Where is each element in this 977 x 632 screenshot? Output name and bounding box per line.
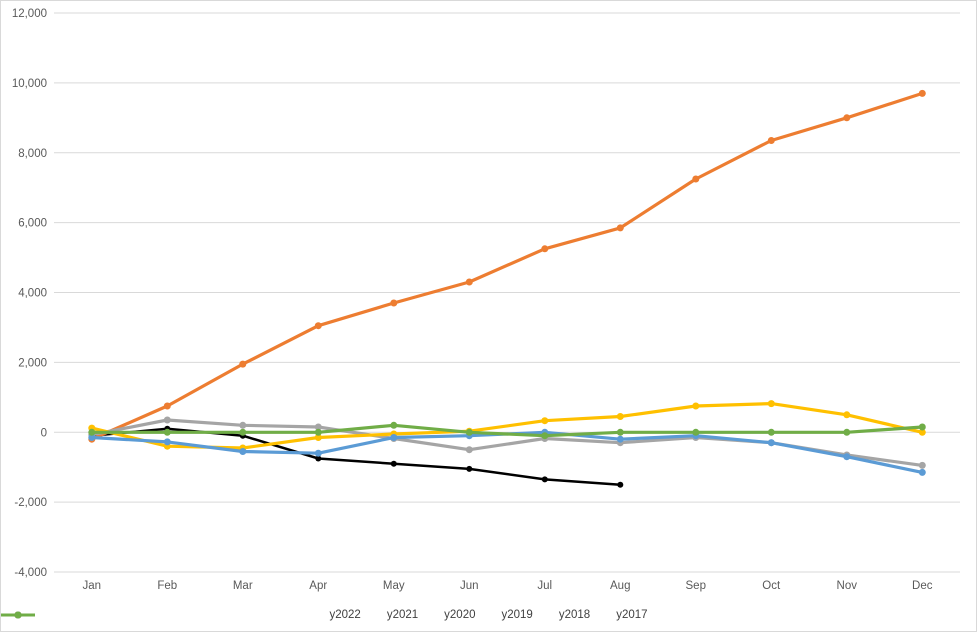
legend-label: y2018 xyxy=(558,608,591,621)
data-point-y2018 xyxy=(163,438,171,446)
data-point-y2022 xyxy=(390,460,397,467)
legend-item-y2019: y2019 xyxy=(1,608,533,622)
data-point-y2021 xyxy=(843,114,851,122)
data-point-y2019 xyxy=(314,434,322,441)
x-axis-tick-label: Feb xyxy=(157,580,177,592)
data-point-y2018 xyxy=(918,468,926,476)
data-point-y2021 xyxy=(692,175,700,183)
data-point-y2017 xyxy=(390,421,398,429)
data-point-y2017 xyxy=(163,428,171,436)
y-axis-tick-label: 12,000 xyxy=(12,8,47,20)
data-point-y2019 xyxy=(918,428,926,436)
data-point-y2018 xyxy=(767,439,775,447)
y-axis-tick-label: 2,000 xyxy=(18,357,47,369)
data-point-y2020 xyxy=(465,446,473,454)
data-point-y2019 xyxy=(616,413,624,420)
data-point-y2018 xyxy=(616,435,624,443)
x-axis-tick-label: Apr xyxy=(309,580,327,592)
legend-label: y2021 xyxy=(386,608,419,621)
x-axis-tick-label: Jan xyxy=(82,580,101,592)
legend-item-y2018: y2018 xyxy=(1,608,591,622)
data-point-y2019 xyxy=(692,402,700,410)
data-point-y2021 xyxy=(390,299,398,307)
legend-marker-y2017 xyxy=(1,611,35,618)
x-axis-tick-label: Aug xyxy=(610,580,630,592)
legend-label: y2019 xyxy=(501,608,533,621)
data-point-y2020 xyxy=(918,461,926,469)
x-axis-tick-label: Oct xyxy=(762,580,781,592)
data-point-y2021 xyxy=(465,278,473,286)
data-point-y2017 xyxy=(918,423,926,431)
x-axis-tick-label: Dec xyxy=(912,580,933,592)
x-axis-tick-label: Mar xyxy=(233,580,253,592)
data-point-y2017 xyxy=(239,428,247,436)
legend-item-y2021: y2021 xyxy=(1,608,419,622)
series-line-y2022 xyxy=(90,427,622,486)
data-point-y2017 xyxy=(616,428,624,436)
y-axis-tick-label: 10,000 xyxy=(12,78,47,90)
y-axis-tick-label: 8,000 xyxy=(18,148,47,160)
data-point-y2018 xyxy=(88,434,96,441)
data-point-y2022 xyxy=(617,481,624,488)
series-line-y2018 xyxy=(90,430,924,474)
series-line-y2017 xyxy=(90,423,924,438)
data-point-y2021 xyxy=(239,360,247,368)
legend-item-y2017: y2017 xyxy=(1,608,648,622)
x-axis-tick-label: Sep xyxy=(686,580,706,592)
data-point-y2018 xyxy=(314,449,322,457)
data-point-y2021 xyxy=(541,245,549,253)
data-point-y2017 xyxy=(541,432,549,440)
data-point-y2017 xyxy=(767,428,775,436)
chart-legend: y2022 y2021 y2020 y2019 y2018 y2017 xyxy=(1,608,976,622)
data-point-y2017 xyxy=(88,428,96,436)
data-point-y2020 xyxy=(314,423,322,431)
data-point-y2019 xyxy=(541,417,549,425)
data-point-y2021 xyxy=(314,322,322,330)
data-point-y2021 xyxy=(767,137,775,144)
x-axis-tick-label: Jul xyxy=(537,580,552,592)
series-line-y2019 xyxy=(90,402,924,450)
data-point-y2019 xyxy=(767,400,775,408)
x-axis-tick-label: Jun xyxy=(460,580,479,592)
legend-item-y2020: y2020 xyxy=(1,608,476,622)
series-line-y2021 xyxy=(90,91,924,441)
data-point-y2018 xyxy=(843,453,851,461)
data-point-y2017 xyxy=(692,428,700,436)
y-axis-tick-label: 4,000 xyxy=(18,288,47,300)
data-point-y2018 xyxy=(390,434,398,441)
data-point-y2021 xyxy=(163,402,171,410)
data-point-y2021 xyxy=(616,224,624,232)
x-axis-tick-label: Nov xyxy=(837,580,858,592)
data-point-y2017 xyxy=(465,428,473,436)
x-axis-tick-label: May xyxy=(383,580,405,592)
y-axis-tick-label: 0 xyxy=(41,427,47,439)
legend-label: y2022 xyxy=(329,608,361,621)
data-point-y2022 xyxy=(541,476,548,483)
data-point-y2017 xyxy=(843,428,851,436)
data-point-y2019 xyxy=(843,411,851,419)
data-point-y2022 xyxy=(315,455,322,462)
y-axis-tick-label: 6,000 xyxy=(18,218,47,230)
legend-item-y2022: y2022 xyxy=(1,608,361,622)
data-point-y2017 xyxy=(314,428,322,436)
legend-label: y2017 xyxy=(616,608,648,621)
data-point-y2021 xyxy=(918,89,926,97)
y-axis-tick-label: -2,000 xyxy=(14,497,47,509)
data-point-y2020 xyxy=(163,416,171,424)
y-axis-tick-label: -4,000 xyxy=(14,567,47,579)
legend-label: y2020 xyxy=(444,608,476,621)
data-point-y2018 xyxy=(239,448,247,455)
data-point-y2020 xyxy=(239,421,247,429)
data-point-y2022 xyxy=(466,465,473,472)
